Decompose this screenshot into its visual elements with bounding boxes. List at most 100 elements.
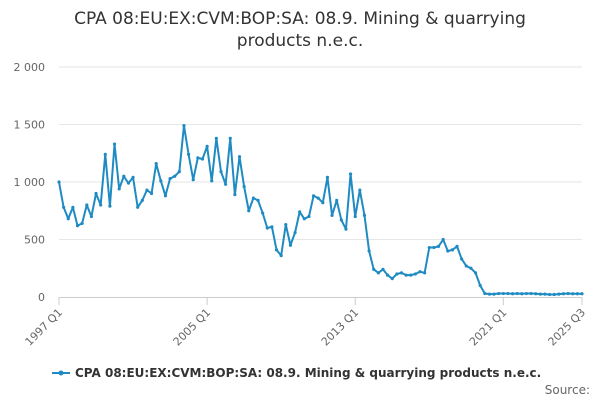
data-point[interactable] bbox=[261, 211, 265, 215]
data-point[interactable] bbox=[423, 271, 427, 275]
data-point[interactable] bbox=[233, 193, 237, 197]
data-point[interactable] bbox=[311, 194, 316, 198]
data-point[interactable] bbox=[436, 244, 441, 248]
data-point[interactable] bbox=[103, 152, 107, 156]
data-point[interactable] bbox=[321, 201, 325, 205]
data-point[interactable] bbox=[538, 292, 542, 296]
data-point[interactable] bbox=[265, 226, 269, 230]
data-point[interactable] bbox=[154, 162, 158, 166]
data-point[interactable] bbox=[395, 272, 399, 276]
data-point[interactable] bbox=[145, 188, 149, 192]
data-point[interactable] bbox=[460, 257, 464, 261]
data-point[interactable] bbox=[112, 142, 117, 146]
data-point[interactable] bbox=[557, 292, 561, 296]
data-point[interactable] bbox=[566, 291, 570, 296]
data-point[interactable] bbox=[205, 144, 209, 148]
data-point[interactable] bbox=[298, 210, 302, 214]
data-point[interactable] bbox=[108, 204, 112, 208]
data-point[interactable] bbox=[186, 152, 191, 156]
data-point[interactable] bbox=[427, 245, 431, 250]
data-point[interactable] bbox=[168, 176, 172, 181]
data-point[interactable] bbox=[390, 277, 394, 281]
data-point[interactable] bbox=[580, 292, 584, 296]
data-point[interactable] bbox=[279, 254, 283, 258]
data-point[interactable] bbox=[274, 248, 279, 252]
data-point[interactable] bbox=[432, 245, 436, 250]
data-point[interactable] bbox=[75, 224, 80, 228]
data-point[interactable] bbox=[94, 191, 98, 196]
data-point[interactable] bbox=[450, 248, 455, 252]
data-point[interactable] bbox=[483, 291, 487, 296]
data-point[interactable] bbox=[325, 175, 330, 179]
data-point[interactable] bbox=[571, 292, 575, 296]
data-point[interactable] bbox=[89, 214, 93, 219]
data-point[interactable] bbox=[117, 187, 121, 191]
data-point[interactable] bbox=[358, 188, 362, 192]
data-point[interactable] bbox=[409, 273, 413, 277]
data-point[interactable] bbox=[173, 174, 177, 178]
data-point[interactable] bbox=[62, 205, 66, 209]
data-point[interactable] bbox=[126, 181, 131, 185]
data-point[interactable] bbox=[506, 291, 510, 296]
data-point[interactable] bbox=[163, 194, 168, 198]
data-point[interactable] bbox=[534, 292, 538, 296]
data-point[interactable] bbox=[386, 273, 390, 277]
data-point[interactable] bbox=[242, 185, 246, 189]
data-point[interactable] bbox=[224, 182, 228, 186]
data-point[interactable] bbox=[293, 231, 297, 235]
data-point[interactable] bbox=[404, 273, 408, 277]
data-point[interactable] bbox=[57, 180, 61, 184]
data-point[interactable] bbox=[381, 267, 385, 271]
series-line[interactable] bbox=[58, 124, 583, 296]
data-point[interactable] bbox=[247, 209, 251, 213]
data-point[interactable] bbox=[487, 292, 492, 296]
data-point[interactable] bbox=[464, 264, 468, 268]
legend[interactable]: CPA 08:EU:EX:CVM:BOP:SA: 08.9. Mining & … bbox=[52, 366, 541, 380]
data-point[interactable] bbox=[159, 179, 163, 183]
data-point[interactable] bbox=[210, 179, 214, 183]
data-point[interactable] bbox=[441, 237, 445, 242]
data-point[interactable] bbox=[302, 217, 306, 221]
data-point[interactable] bbox=[284, 222, 288, 227]
data-point[interactable] bbox=[80, 221, 84, 225]
data-point[interactable] bbox=[122, 174, 126, 178]
data-point[interactable] bbox=[85, 203, 89, 207]
data-point[interactable] bbox=[413, 272, 417, 276]
data-point[interactable] bbox=[214, 136, 218, 140]
data-point[interactable] bbox=[520, 292, 524, 296]
data-point[interactable] bbox=[561, 292, 566, 296]
data-point[interactable] bbox=[492, 292, 496, 296]
data-point[interactable] bbox=[136, 205, 140, 209]
data-point[interactable] bbox=[316, 196, 320, 200]
data-point[interactable] bbox=[288, 243, 293, 247]
data-point[interactable] bbox=[177, 170, 181, 174]
data-point[interactable] bbox=[348, 172, 353, 176]
data-point[interactable] bbox=[344, 227, 348, 231]
data-point[interactable] bbox=[66, 217, 70, 221]
data-point[interactable] bbox=[251, 196, 255, 200]
data-point[interactable] bbox=[339, 218, 343, 222]
data-point[interactable] bbox=[228, 136, 232, 140]
data-point[interactable] bbox=[469, 266, 473, 270]
data-point[interactable] bbox=[182, 124, 186, 128]
data-point[interactable] bbox=[307, 214, 311, 219]
data-point[interactable] bbox=[478, 283, 482, 288]
data-point[interactable] bbox=[353, 214, 357, 219]
data-point[interactable] bbox=[473, 271, 478, 275]
data-point[interactable] bbox=[149, 191, 154, 196]
data-point[interactable] bbox=[367, 249, 371, 253]
data-point[interactable] bbox=[237, 155, 242, 159]
data-point[interactable] bbox=[515, 291, 519, 296]
data-point[interactable] bbox=[552, 292, 556, 297]
data-point[interactable] bbox=[510, 292, 515, 296]
data-point[interactable] bbox=[524, 291, 529, 296]
data-point[interactable] bbox=[219, 170, 223, 174]
data-point[interactable] bbox=[131, 175, 135, 179]
data-point[interactable] bbox=[196, 156, 200, 160]
data-point[interactable] bbox=[399, 271, 404, 275]
data-point[interactable] bbox=[376, 271, 380, 275]
data-point[interactable] bbox=[543, 292, 547, 296]
data-point[interactable] bbox=[256, 198, 260, 202]
data-point[interactable] bbox=[362, 213, 367, 217]
data-point[interactable] bbox=[455, 244, 459, 248]
